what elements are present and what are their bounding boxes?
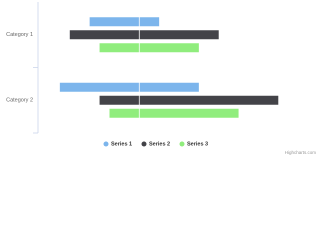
legend-label: Series 3 <box>187 141 208 147</box>
chart: Highcharts.com Category 1 Category 2 Serie… <box>0 0 320 157</box>
bar <box>109 108 239 118</box>
background <box>0 0 320 157</box>
legend-marker <box>103 141 109 147</box>
legend-label: Series 1 <box>111 141 132 147</box>
bar <box>99 95 279 105</box>
legend-marker <box>141 141 147 147</box>
legend-marker <box>179 141 185 147</box>
bar <box>89 17 160 27</box>
legend-label: Series 2 <box>149 141 170 147</box>
y-tick-label: Category 2 <box>6 98 33 104</box>
bar <box>99 43 199 53</box>
bar <box>59 82 199 92</box>
bar <box>69 30 219 40</box>
y-tick-label: Category 1 <box>6 32 33 38</box>
credits: Highcharts.com <box>285 150 317 155</box>
